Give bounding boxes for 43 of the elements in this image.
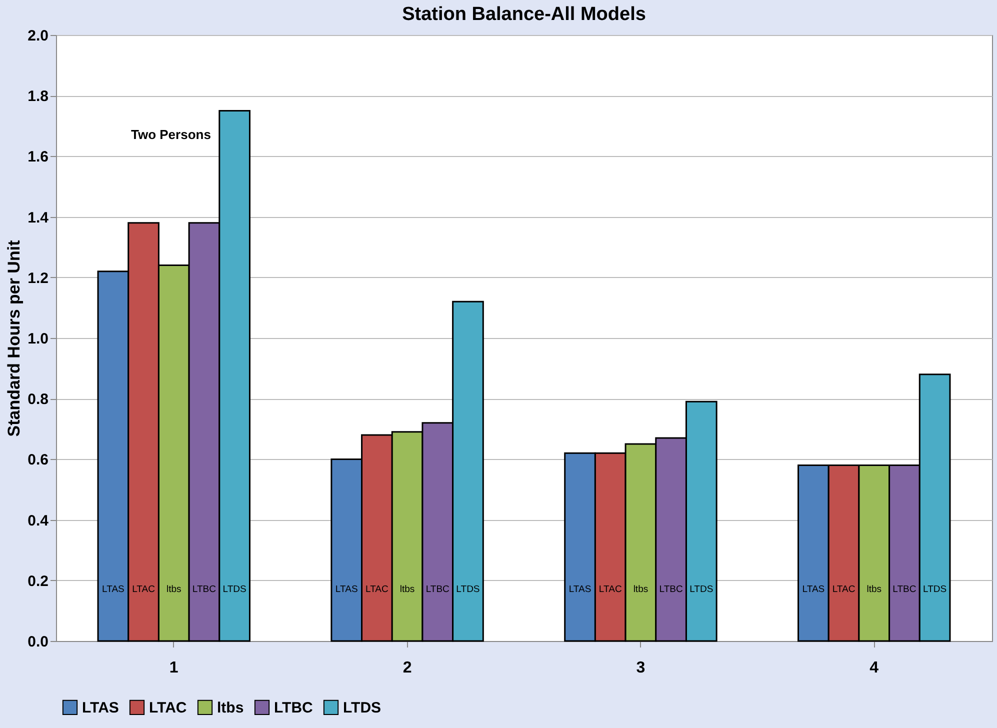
chart-title: Station Balance-All Models [402,4,646,25]
legend-label: ltbs [217,699,244,716]
y-tick-label: 1.0 [28,330,48,348]
y-tick-label: 1.6 [28,148,48,166]
text: LTBC [192,584,216,595]
y-tick-label: 0.4 [28,512,50,530]
y-tick-label: 1.2 [28,270,48,287]
text: LTDS [923,584,947,595]
x-tick-label: 3 [636,660,646,676]
text: ltbs [166,584,182,595]
text: LTAC [366,584,388,595]
text: ltbs [866,584,882,595]
x-tick-label: 4 [870,660,879,676]
text: LTAC [832,584,856,595]
x-tick-label: 1 [169,660,178,676]
legend-label: LTBC [274,699,314,716]
y-tick-label: 0.0 [28,634,48,650]
annotation: Two Persons [131,127,211,142]
x-tick-label: 2 [402,660,412,676]
y-tick-label: 0.6 [28,452,48,469]
text: LTBC [892,584,916,595]
text: LTDS [222,584,246,595]
legend-label: LTAC [149,699,187,716]
y-axis-title: Standard Hours per Unit [4,240,24,437]
legend-label: LTAS [82,699,119,716]
y-tick-label: 0.2 [28,572,48,590]
text: LTAC [598,584,622,595]
text: ltbs [400,584,415,595]
text: LTAS [802,584,825,595]
legend-label: LTDS [343,699,382,716]
text: LTBC [426,584,450,595]
y-tick-label: 0.8 [28,391,48,408]
y-tick-label: 1.8 [28,88,48,106]
text: LTDS [456,584,480,595]
text: LTAS [335,584,358,595]
text: ltbs [633,584,648,595]
text: LTAS [568,584,592,595]
text: LTAS [102,584,124,595]
text: LTAC [132,584,155,595]
text: LTDS [690,584,714,595]
y-tick-label: 1.4 [28,209,50,226]
y-tick-label: 2.0 [28,28,48,44]
text: LTBC [659,584,683,595]
